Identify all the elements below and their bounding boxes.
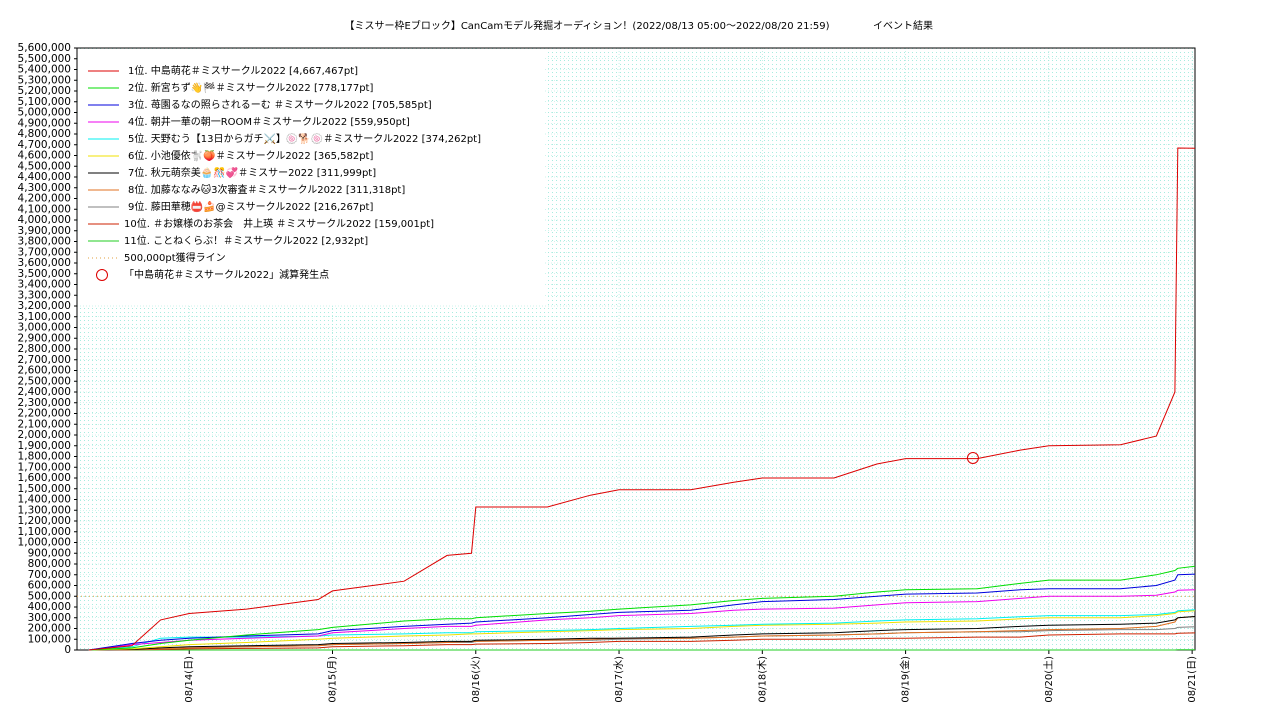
- y-tick-label: 3,400,000: [18, 279, 71, 291]
- series-line: [88, 610, 1196, 651]
- x-tick-label: 08/18(木): [756, 656, 768, 703]
- y-tick-label: 2,300,000: [18, 397, 71, 409]
- legend-label: 11位. ことねくらぶ！＃ミスサークル2022 [2,932pt]: [124, 234, 368, 247]
- y-tick-label: 4,800,000: [18, 128, 71, 140]
- y-tick-label: 1,200,000: [18, 515, 71, 527]
- y-tick-label: 5,400,000: [18, 64, 71, 76]
- y-tick-label: 2,900,000: [18, 332, 71, 344]
- legend-label: 2位. 新宮ちず👋🏁＃ミスサークル2022 [778,177pt]: [128, 81, 373, 94]
- series-line: [88, 147, 1196, 651]
- y-tick-label: 5,500,000: [18, 53, 71, 65]
- series-line: [88, 632, 1196, 651]
- y-tick-label: 400,000: [28, 601, 71, 613]
- y-tick-label: 2,000,000: [18, 429, 71, 441]
- y-tick-label: 2,100,000: [18, 418, 71, 430]
- y-tick-label: 1,400,000: [18, 494, 71, 506]
- y-tick-label: 1,100,000: [18, 526, 71, 538]
- y-tick-label: 4,600,000: [18, 150, 71, 162]
- y-tick-label: 1,600,000: [18, 472, 71, 484]
- y-tick-label: 4,500,000: [18, 160, 71, 172]
- y-tick-label: 4,900,000: [18, 117, 71, 129]
- y-tick-label: 800,000: [28, 558, 71, 570]
- y-tick-label: 3,500,000: [18, 268, 71, 280]
- series-line: [88, 616, 1196, 651]
- x-tick-label: 08/19(金): [899, 656, 912, 703]
- legend-label: 3位. 苺園るなの照らされるーむ ＃ミスサークル2022 [705,585pt]: [128, 98, 432, 111]
- y-tick-label: 2,700,000: [18, 354, 71, 366]
- y-tick-label: 4,100,000: [18, 203, 71, 215]
- legend-label: 10位. ＃お嬢様のお茶会 井上瑛 ＃ミスサークル2022 [159,001pt…: [124, 217, 434, 230]
- legend-box: [78, 49, 545, 305]
- y-tick-label: 4,300,000: [18, 182, 71, 194]
- legend-label: 1位. 中島萌花＃ミスサークル2022 [4,667,467pt]: [128, 64, 358, 77]
- marker-point: [966, 452, 979, 465]
- y-tick-label: 3,200,000: [18, 300, 71, 312]
- legend-label: 9位. 藤田華穂📛🍰@ミスサークル2022 [216,267pt]: [128, 200, 373, 213]
- y-tick-label: 4,400,000: [18, 171, 71, 183]
- y-tick-label: 2,400,000: [18, 386, 71, 398]
- y-tick-label: 200,000: [28, 623, 71, 635]
- series-line: [88, 565, 1196, 651]
- y-tick-label: 5,000,000: [18, 107, 71, 119]
- y-tick-label: 3,300,000: [18, 289, 71, 301]
- y-tick-label: 900,000: [28, 547, 71, 559]
- y-tick-label: 4,700,000: [18, 139, 71, 151]
- y-tick-label: 0: [64, 644, 71, 656]
- x-tick-label: 08/17(水): [613, 656, 625, 703]
- y-tick-label: 5,600,000: [18, 42, 71, 54]
- y-tick-label: 3,000,000: [18, 322, 71, 334]
- series-line: [88, 589, 1196, 651]
- y-tick-label: 1,000,000: [18, 537, 71, 549]
- x-tick-label: 08/14(日): [184, 656, 195, 703]
- y-tick-label: 100,000: [28, 633, 71, 645]
- y-tick-label: 3,700,000: [18, 246, 71, 258]
- y-tick-label: 1,500,000: [18, 483, 71, 495]
- y-tick-label: 700,000: [28, 569, 71, 581]
- y-tick-label: 1,700,000: [18, 461, 71, 473]
- series-line: [88, 573, 1196, 651]
- series-line: [88, 616, 1196, 651]
- legend-label: 「中島萌花＃ミスサークル2022」減算発生点: [124, 268, 329, 281]
- y-tick-label: 5,300,000: [18, 74, 71, 86]
- y-tick-label: 3,900,000: [18, 225, 71, 237]
- y-tick-label: 600,000: [28, 580, 71, 592]
- legend-label: 5位. 天野むう【13日からガチ⚔️】🍥🐕🍥＃ミスサークル2022 [374,2…: [128, 132, 481, 145]
- y-tick-label: 2,800,000: [18, 343, 71, 355]
- legend-swatch: [96, 269, 108, 281]
- y-tick-label: 1,300,000: [18, 504, 71, 516]
- y-tick-label: 1,900,000: [18, 440, 71, 452]
- legend-label: 500,000pt獲得ライン: [124, 251, 226, 264]
- y-tick-label: 1,800,000: [18, 451, 71, 463]
- y-tick-label: 2,600,000: [18, 365, 71, 377]
- y-tick-label: 3,800,000: [18, 236, 71, 248]
- x-tick-label: 08/15(月): [326, 656, 338, 703]
- y-tick-label: 4,200,000: [18, 193, 71, 205]
- y-tick-label: 3,600,000: [18, 257, 71, 269]
- y-tick-label: 500,000: [28, 590, 71, 602]
- x-tick-label: 08/20(土): [1042, 656, 1055, 703]
- series-line: [88, 609, 1196, 651]
- chart-title: 【ミスサー枠Eブロック】CanCamモデル発掘オーディション！(2022/08/…: [345, 19, 830, 32]
- x-tick-label: 08/16(火): [470, 656, 482, 703]
- legend-label: 8位. 加藤ななみ🐱3次審査＃ミスサークル2022 [311,318pt]: [128, 183, 405, 196]
- y-tick-label: 300,000: [28, 612, 71, 624]
- y-tick-label: 5,200,000: [18, 85, 71, 97]
- legend-label: 6位. 小池優依🐩🍑＃ミスサークル2022 [365,582pt]: [128, 149, 373, 162]
- y-tick-label: 2,500,000: [18, 375, 71, 387]
- x-tick-label: 08/21(日): [1187, 656, 1198, 703]
- chart-subtitle: イベント結果: [873, 19, 933, 32]
- y-tick-label: 2,200,000: [18, 408, 71, 420]
- y-tick-label: 5,100,000: [18, 96, 71, 108]
- y-tick-label: 3,100,000: [18, 311, 71, 323]
- y-tick-label: 4,000,000: [18, 214, 71, 226]
- legend-label: 4位. 朝井一華の朝一ROOM＃ミスサークル2022 [559,950pt]: [128, 115, 410, 128]
- legend-label: 7位. 秋元萌奈美🧁🎊💞＃ミスサー2022 [311,999pt]: [128, 166, 376, 179]
